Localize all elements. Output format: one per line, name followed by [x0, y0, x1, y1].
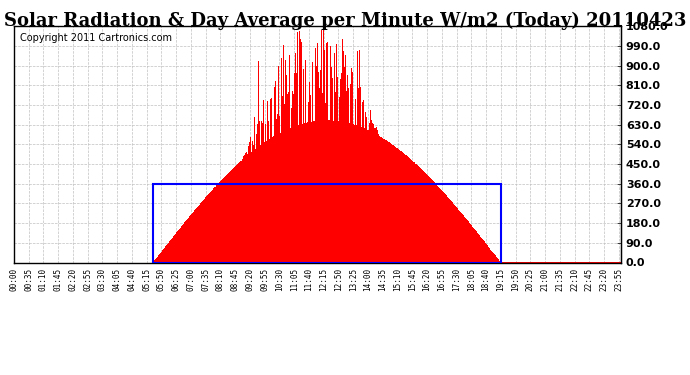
Text: 05:15: 05:15 — [142, 268, 151, 291]
Text: 16:55: 16:55 — [437, 268, 446, 291]
Text: 00:00: 00:00 — [9, 268, 19, 291]
Text: 17:30: 17:30 — [452, 268, 461, 291]
Text: 15:10: 15:10 — [393, 268, 402, 291]
Text: 01:10: 01:10 — [39, 268, 48, 291]
Text: 15:45: 15:45 — [408, 268, 417, 291]
Text: 00:35: 00:35 — [24, 268, 33, 291]
Text: Copyright 2011 Cartronics.com: Copyright 2011 Cartronics.com — [20, 33, 172, 44]
Text: 18:40: 18:40 — [482, 268, 491, 291]
Text: 21:00: 21:00 — [540, 268, 550, 291]
Text: 04:05: 04:05 — [112, 268, 121, 291]
Text: 12:50: 12:50 — [334, 268, 343, 291]
Text: 18:05: 18:05 — [467, 268, 476, 291]
Text: 19:15: 19:15 — [496, 268, 505, 291]
Text: 21:35: 21:35 — [555, 268, 564, 291]
Text: 13:25: 13:25 — [348, 268, 357, 291]
Text: 23:55: 23:55 — [614, 268, 623, 291]
Text: 14:00: 14:00 — [364, 268, 373, 291]
Text: 19:50: 19:50 — [511, 268, 520, 291]
Text: 03:30: 03:30 — [98, 268, 107, 291]
Text: 07:35: 07:35 — [201, 268, 210, 291]
Text: 02:55: 02:55 — [83, 268, 92, 291]
Text: 14:35: 14:35 — [378, 268, 387, 291]
Text: 16:20: 16:20 — [422, 268, 431, 291]
Text: 04:40: 04:40 — [128, 268, 137, 291]
Text: 20:25: 20:25 — [526, 268, 535, 291]
Text: 01:45: 01:45 — [54, 268, 63, 291]
Text: 09:20: 09:20 — [246, 268, 255, 291]
Text: 22:10: 22:10 — [570, 268, 579, 291]
Text: 11:05: 11:05 — [290, 268, 299, 291]
Text: Solar Radiation & Day Average per Minute W/m2 (Today) 20110423: Solar Radiation & Day Average per Minute… — [4, 11, 686, 30]
Text: 22:45: 22:45 — [585, 268, 594, 291]
Text: 09:55: 09:55 — [260, 268, 269, 291]
Text: 07:00: 07:00 — [186, 268, 195, 291]
Text: 10:30: 10:30 — [275, 268, 284, 291]
Text: 12:15: 12:15 — [319, 268, 328, 291]
Text: 02:20: 02:20 — [68, 268, 77, 291]
Text: 08:10: 08:10 — [216, 268, 225, 291]
Text: 05:50: 05:50 — [157, 268, 166, 291]
Text: 11:40: 11:40 — [304, 268, 313, 291]
Text: 23:20: 23:20 — [600, 268, 609, 291]
Text: 06:25: 06:25 — [172, 268, 181, 291]
Text: 08:45: 08:45 — [230, 268, 239, 291]
